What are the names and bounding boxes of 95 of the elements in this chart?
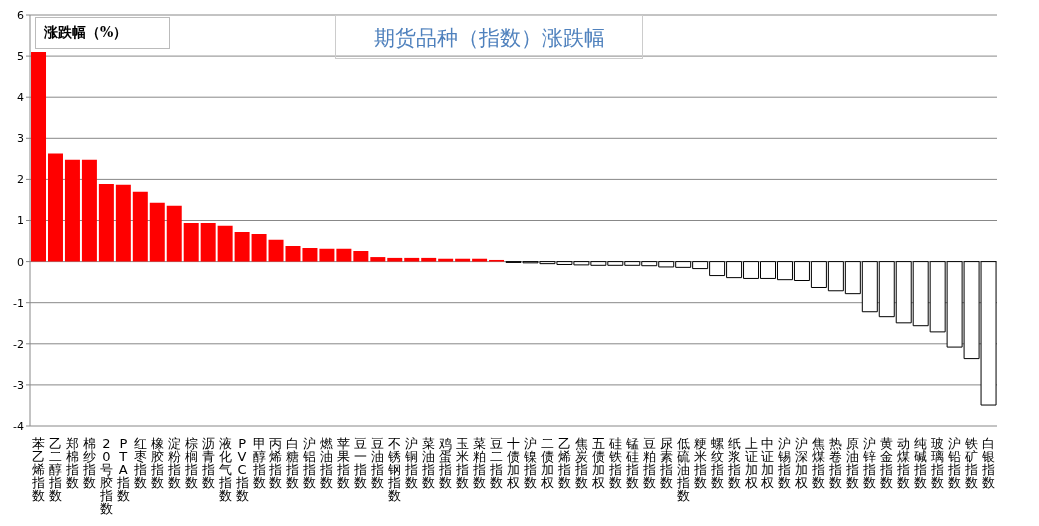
x-tick-label: 纸浆指数 [726,436,741,490]
bar [353,250,369,262]
x-tick-label: 白银指数 [981,436,996,490]
x-tick-label: 粳米指数 [692,436,707,490]
x-tick-label: 豆一指数 [353,436,368,490]
x-tick-label: 硅铁指数 [607,436,622,490]
x-tick-label: 淀粉指数 [166,436,181,490]
y-axis-title: 涨跌幅（%） [35,17,170,49]
bar [234,232,250,262]
x-tick-label: 低硫油指数 [675,436,690,503]
x-tick-label: 锰硅指数 [624,436,639,490]
x-tick-label: 动煤指数 [896,436,911,490]
x-tick-label: 沪锡指数 [777,436,792,490]
x-tick-label: 纯碱指数 [913,436,928,490]
x-tick-label: 乙二醇指数 [47,436,62,503]
bar [31,51,47,262]
x-tick-label: 铁矿指数 [964,436,979,490]
bar [132,191,148,262]
bar [302,248,318,262]
bar [183,222,199,262]
bar [370,257,386,262]
x-tick-label: PVC指数 [234,436,249,503]
x-tick-label: 原油指数 [845,436,860,490]
x-tick-label: 棕榈指数 [183,436,198,490]
bar [455,258,471,262]
x-tick-label: 鸡蛋指数 [438,436,453,490]
bar [421,257,437,262]
y-tick-label: -3 [13,378,24,392]
x-tick-label: 白糖指数 [285,436,300,490]
x-tick-label: 豆二指数 [489,436,504,490]
x-tick-label: 不锈钢指数 [387,436,402,503]
y-tick-label: 4 [17,91,24,105]
x-tick-label: 沪深加权 [794,436,809,490]
bar [472,258,488,262]
x-tick-label: 燃油指数 [319,436,334,490]
text: 期货品种（指数）涨跌幅 [335,15,643,59]
y-tick-label: -1 [13,296,24,310]
x-tick-label: 丙烯指数 [268,436,283,490]
x-tick-label: 玻璃指数 [930,436,945,490]
x-tick-label: 沥青指数 [200,436,215,490]
x-tick-label: 棉纱指数 [81,436,96,490]
bar [98,183,114,262]
bar [217,225,233,262]
bar [81,159,97,262]
y-tick-label: 5 [17,50,24,63]
x-tick-label: 乙烯指数 [556,436,571,490]
x-tick-label: 红枣指数 [132,436,147,490]
bar [64,159,80,262]
bar [387,257,403,262]
x-tick-label: PTA指数 [115,436,130,503]
x-tick-label: 沪镍指数 [522,436,537,490]
x-tick-label: 玉米指数 [455,436,470,490]
x-tick-label: 上证加权 [743,436,758,490]
x-tick-label: 热卷指数 [828,436,843,490]
x-tick-label: 菜油指数 [421,436,436,490]
y-tick-label: -2 [13,337,24,351]
x-tick-label: 苹果指数 [336,436,351,490]
bar [438,258,454,262]
y-tick-label: -4 [13,419,24,433]
bar [319,248,335,262]
y-tick-label: 0 [17,255,24,269]
bar [251,234,267,262]
x-tick-label: 菜粕指数 [472,436,487,490]
bar [149,202,165,262]
x-tick-label: 黄金指数 [879,436,894,490]
y-tick-label: 6 [17,8,24,22]
x-tick-label: 沪铝指数 [302,436,317,490]
x-tick-label: 中证加权 [760,436,775,490]
x-tick-label: 苯乙烯指数 [30,436,45,503]
y-tick-label: 1 [17,214,24,228]
bar [336,248,352,262]
x-tick-label: 沪铅指数 [947,436,962,490]
x-tick-label: 20号胶指数 [98,436,113,516]
bar [115,184,131,262]
x-tick-label: 二债加权 [539,436,554,490]
x-tick-label: 焦煤指数 [811,436,826,490]
x-tick-label: 郑棉指数 [64,436,79,490]
bar [166,205,182,262]
bar [47,153,63,262]
bar [200,222,216,262]
x-tick-label: 液化气指数 [217,436,232,503]
x-tick-label: 甲醇指数 [251,436,266,490]
x-tick-label: 焦炭指数 [573,436,588,490]
y-tick-label: 2 [17,173,24,187]
x-tick-label: 沪锌指数 [862,436,877,490]
x-tick-label: 五债加权 [590,436,605,490]
x-tick-label: 橡胶指数 [149,436,164,490]
x-tick-label: 豆油指数 [370,436,385,490]
y-tick-label: 3 [17,132,24,146]
x-tick-label: 沪铜指数 [404,436,419,490]
x-tick-label: 螺纹指数 [709,436,724,490]
x-tick-label: 十债加权 [506,436,520,490]
x-tick-label: 尿素指数 [658,436,673,490]
bar [404,257,420,262]
x-tick-label: 豆粕指数 [641,436,656,490]
